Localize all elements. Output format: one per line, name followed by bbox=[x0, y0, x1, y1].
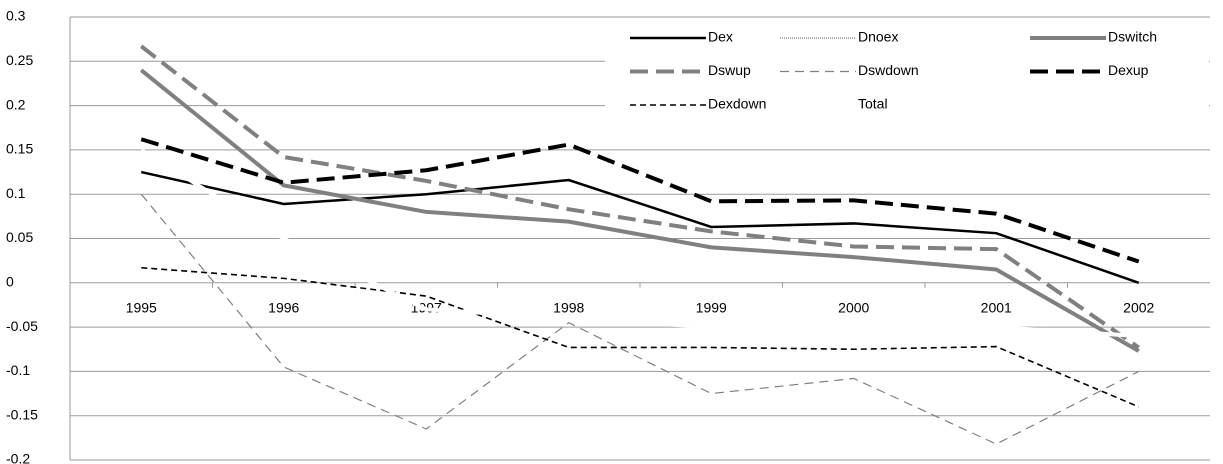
y-tick-label: -0.15 bbox=[6, 406, 38, 422]
x-tick-label: 2000 bbox=[838, 300, 869, 316]
series-line bbox=[140, 137, 1140, 264]
series-line bbox=[140, 170, 1140, 284]
legend-label: Dex bbox=[708, 29, 733, 45]
y-tick-label: 0.2 bbox=[6, 96, 26, 112]
x-tick-label: 1995 bbox=[126, 300, 157, 316]
x-tick-label: 1998 bbox=[553, 300, 584, 316]
x-tick-label: 2001 bbox=[981, 300, 1012, 316]
x-tick-label: 2002 bbox=[1123, 300, 1154, 316]
legend: Dex Dnoex Dswitch Dswup Dswdown Dexup Dexdown T… bbox=[605, 22, 1209, 122]
y-tick-label: -0.1 bbox=[6, 362, 30, 378]
series-line bbox=[140, 193, 1140, 445]
y-tick-label: 0 bbox=[6, 274, 14, 290]
legend-label: Dnoex bbox=[858, 29, 898, 45]
x-tick-label: 1996 bbox=[268, 300, 299, 316]
y-tick-label: -0.05 bbox=[6, 318, 38, 334]
legend-label: Dswup bbox=[708, 62, 751, 78]
legend-label: Total bbox=[858, 96, 888, 112]
series-line bbox=[139, 68, 1140, 353]
y-tick-label: 0.1 bbox=[6, 185, 26, 201]
y-tick-label: 0.3 bbox=[6, 8, 26, 24]
y-tick-label: 0.25 bbox=[6, 52, 33, 68]
y-tick-label: -0.2 bbox=[6, 451, 30, 464]
legend-label: Dexup bbox=[1108, 62, 1149, 78]
legend-label: Dexdown bbox=[708, 96, 766, 112]
legend-label: Dswdown bbox=[858, 62, 919, 78]
legend-label: Dswitch bbox=[1108, 29, 1157, 45]
x-tick-label: 1999 bbox=[696, 300, 727, 316]
y-tick-label: 0.05 bbox=[6, 229, 33, 245]
series-line bbox=[141, 266, 1140, 408]
series-line bbox=[140, 148, 1139, 338]
y-tick-label: 0.15 bbox=[6, 141, 33, 157]
